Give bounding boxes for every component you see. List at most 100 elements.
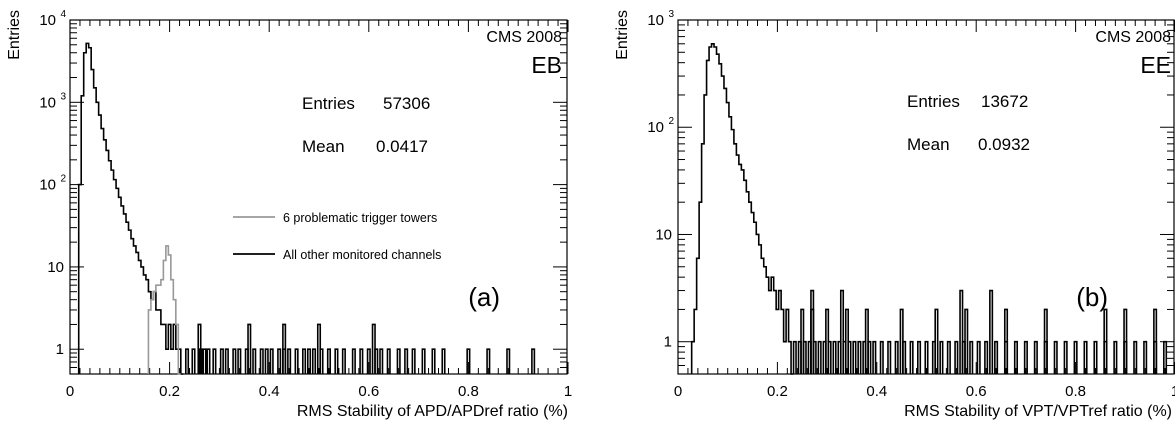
tail-bin-1 <box>232 348 237 374</box>
tail-bin-1 <box>396 348 401 374</box>
ee-series-main <box>690 42 794 375</box>
tail-bin-1 <box>259 348 264 374</box>
tail-bin-2 <box>825 308 830 374</box>
tail-bin-1 <box>1143 340 1148 374</box>
ee-y-axis-label: Entries <box>614 10 631 60</box>
tail-bin-3 <box>959 289 964 374</box>
tail-bin-1 <box>969 340 974 374</box>
tail-bin-1 <box>1083 340 1088 374</box>
tail-bin-1 <box>252 348 257 374</box>
tail-bin-1 <box>909 340 914 374</box>
x-tick-label: 1 <box>564 383 572 400</box>
tail-bin-1 <box>506 348 511 374</box>
tail-bin-1 <box>359 348 364 374</box>
y-tick-label: 1 <box>664 334 672 351</box>
ee-x-axis-label: RMS Stability of VPT/VPTref ratio (%) <box>904 403 1172 420</box>
tail-bin-1 <box>857 340 862 374</box>
tail-bin-1 <box>1163 340 1168 374</box>
tail-bin-1 <box>832 340 837 374</box>
eb-panel-label: (a) <box>468 282 500 312</box>
x-tick-label: 0.6 <box>966 383 987 400</box>
x-tick-label: 0 <box>674 383 682 400</box>
x-tick-label: 0 <box>66 383 74 400</box>
tail-bin-1 <box>334 348 339 374</box>
eb-series-all-channels <box>77 42 184 375</box>
plot-frame <box>69 19 568 375</box>
tail-bin-1 <box>792 340 797 374</box>
tail-bin-1 <box>1023 340 1028 374</box>
y-tick-label: 1 <box>56 341 64 358</box>
y-tick-exponent: 3 <box>60 91 66 102</box>
y-tick-exponent: 3 <box>668 9 674 20</box>
tail-bin-1 <box>302 348 307 374</box>
tail-bin-1 <box>1053 340 1058 374</box>
tail-bin-1 <box>946 340 951 374</box>
tail-bin-2 <box>844 308 850 374</box>
tail-bin-1 <box>326 348 332 374</box>
tail-bin-1 <box>1033 340 1038 374</box>
x-tick-label: 0.2 <box>159 383 180 400</box>
tail-bin-1 <box>486 348 491 374</box>
tail-bin-1 <box>206 348 211 374</box>
tail-bin-1 <box>306 348 312 374</box>
x-tick-label: 0.6 <box>358 383 379 400</box>
tail-bin-2 <box>1043 308 1048 374</box>
tail-bin-1 <box>404 348 409 374</box>
y-tick-label: 10 <box>655 226 672 243</box>
x-tick-label: 0.4 <box>259 383 280 400</box>
tail-bin-1 <box>1073 340 1078 374</box>
ee-axes <box>677 19 1175 375</box>
tail-bin-2 <box>964 308 969 374</box>
tail-bin-1 <box>817 340 822 374</box>
tail-bin-1 <box>879 340 884 374</box>
eb-legend-label-problematic: 6 problematic trigger towers <box>283 211 437 225</box>
tail-bin-2 <box>1153 308 1158 374</box>
ee-mean-label: Mean <box>907 135 950 154</box>
tail-bin-1 <box>379 348 384 374</box>
eb-mean-label: Mean <box>302 137 345 156</box>
tail-bin-1 <box>411 348 416 374</box>
x-tick-label: 0.4 <box>866 383 887 400</box>
tail-bin-1 <box>311 348 317 374</box>
tail-bin-1 <box>294 348 299 374</box>
y-tick-label: 10 <box>47 259 64 276</box>
tail-bin-3 <box>810 289 815 374</box>
tail-bin-1 <box>264 348 269 374</box>
tail-bin-1 <box>351 348 356 374</box>
tail-bin-2 <box>1123 308 1128 374</box>
tail-bin-1 <box>894 340 899 374</box>
y-tick-label: 10 <box>647 12 664 29</box>
eb-series-problematic-towers <box>147 245 181 375</box>
tail-bin-1 <box>1063 340 1068 374</box>
eb-y-axis-label: Entries <box>6 10 23 60</box>
tail-bin-2 <box>864 308 869 374</box>
eb-ticks: 0 0.2 0.4 0.6 0.8 1 1 10 10 2 10 3 10 4 <box>39 9 572 400</box>
x-tick-label: 1 <box>1171 383 1175 400</box>
tail-bin-1 <box>237 348 242 374</box>
plot-frame <box>677 19 1175 375</box>
eb-entries-label: Entries <box>302 94 355 113</box>
x-tick-label: 0.8 <box>1065 383 1086 400</box>
tail-bin-2 <box>1003 308 1009 374</box>
tail-bin-1 <box>1093 340 1098 374</box>
y-tick-exponent: 2 <box>60 174 66 185</box>
tail-bin-1 <box>872 340 877 374</box>
tail-bin-1 <box>269 348 274 374</box>
y-tick-label: 10 <box>39 177 56 194</box>
tail-bin-1 <box>287 348 292 374</box>
tail-bin-2 <box>282 323 287 374</box>
eb-axes <box>69 19 568 375</box>
tail-bin-1 <box>1013 340 1018 374</box>
y-tick-label: 10 <box>647 119 664 136</box>
eb-x-axis-label: RMS Stability of APD/APDref ratio (%) <box>297 403 568 420</box>
tail-bin-1 <box>954 340 959 374</box>
tail-bin-1 <box>421 348 426 374</box>
panel-ee-histogram: 0 0.2 0.4 0.6 0.8 1 1 10 10 2 10 3 CMS 2008 EE Entr… <box>614 9 1175 420</box>
tail-bin-1 <box>976 340 981 374</box>
ee-entries-value: 13672 <box>981 92 1028 111</box>
eb-mean-value: 0.0417 <box>376 137 428 156</box>
tail-bin-1 <box>219 348 224 374</box>
tail-bin-1 <box>441 348 446 374</box>
ee-mean-value: 0.0932 <box>978 135 1030 154</box>
tail-bin-2 <box>316 323 322 374</box>
